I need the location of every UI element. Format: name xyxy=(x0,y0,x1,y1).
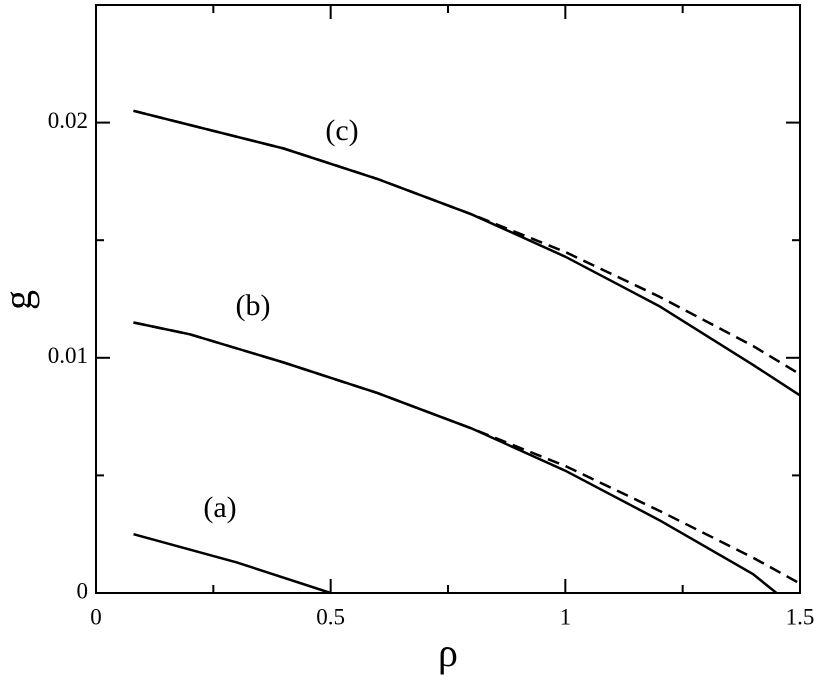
curve-label: (a) xyxy=(203,491,236,524)
solid-line xyxy=(133,532,332,595)
y-tick-label: 0.02 xyxy=(48,108,88,133)
y-tick-label: 0 xyxy=(77,578,89,603)
y-tick-label: 0.01 xyxy=(48,343,88,368)
dashed-line xyxy=(133,109,801,376)
dashed-line xyxy=(133,321,801,585)
x-tick-label: 1 xyxy=(560,604,572,629)
x-axis-label: ρ xyxy=(438,630,458,675)
curve-label: (c) xyxy=(325,114,358,147)
plot-frame xyxy=(95,4,801,594)
y-axis-label: g xyxy=(0,290,40,310)
solid-line xyxy=(133,109,801,397)
curve-label: (b) xyxy=(236,289,271,322)
x-tick-label: 0 xyxy=(90,604,102,629)
x-tick-label: 0.5 xyxy=(316,604,345,629)
x-tick-label: 1.5 xyxy=(786,604,815,629)
solid-line xyxy=(133,321,778,594)
